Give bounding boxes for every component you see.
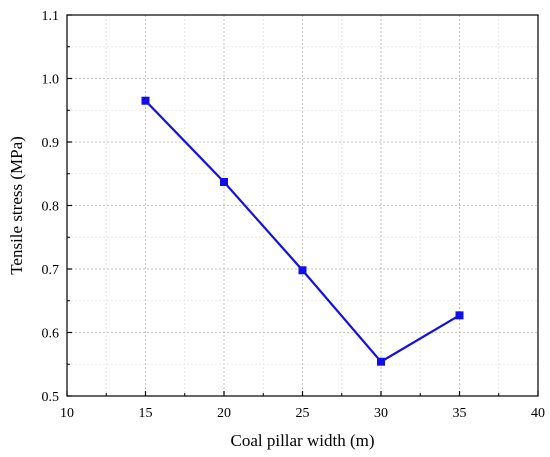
x-tick-label: 30 (374, 406, 388, 421)
x-tick-label: 15 (139, 406, 153, 421)
x-axis-title: Coal pillar width (m) (230, 431, 374, 450)
y-tick-label: 1.1 (42, 9, 60, 24)
tick-labels: 10 15 20 25 30 35 40 0.5 0.6 0.7 0.8 0.9 1.0 1.1 (42, 9, 546, 421)
x-tick-label: 25 (296, 406, 310, 421)
data-point (220, 178, 228, 187)
data-point (377, 357, 385, 366)
x-tick-label: 20 (217, 406, 231, 421)
data-markers (141, 96, 464, 366)
data-point (141, 96, 150, 105)
y-tick-label: 0.6 (42, 327, 60, 342)
x-tick-label: 40 (531, 406, 545, 421)
data-point (298, 266, 307, 275)
x-tick-label: 35 (453, 406, 467, 421)
y-tick-label: 0.9 (42, 136, 60, 151)
grid (67, 15, 538, 396)
y-axis-title: Tensile stress (MPa) (7, 136, 26, 275)
axis-ticks (66, 14, 539, 397)
y-tick-label: 0.8 (42, 200, 60, 215)
y-tick-label: 0.7 (42, 263, 60, 278)
x-tick-label: 10 (60, 406, 74, 421)
y-tick-label: 1.0 (42, 73, 60, 88)
y-tick-label: 0.5 (42, 390, 60, 405)
data-point (455, 311, 464, 320)
